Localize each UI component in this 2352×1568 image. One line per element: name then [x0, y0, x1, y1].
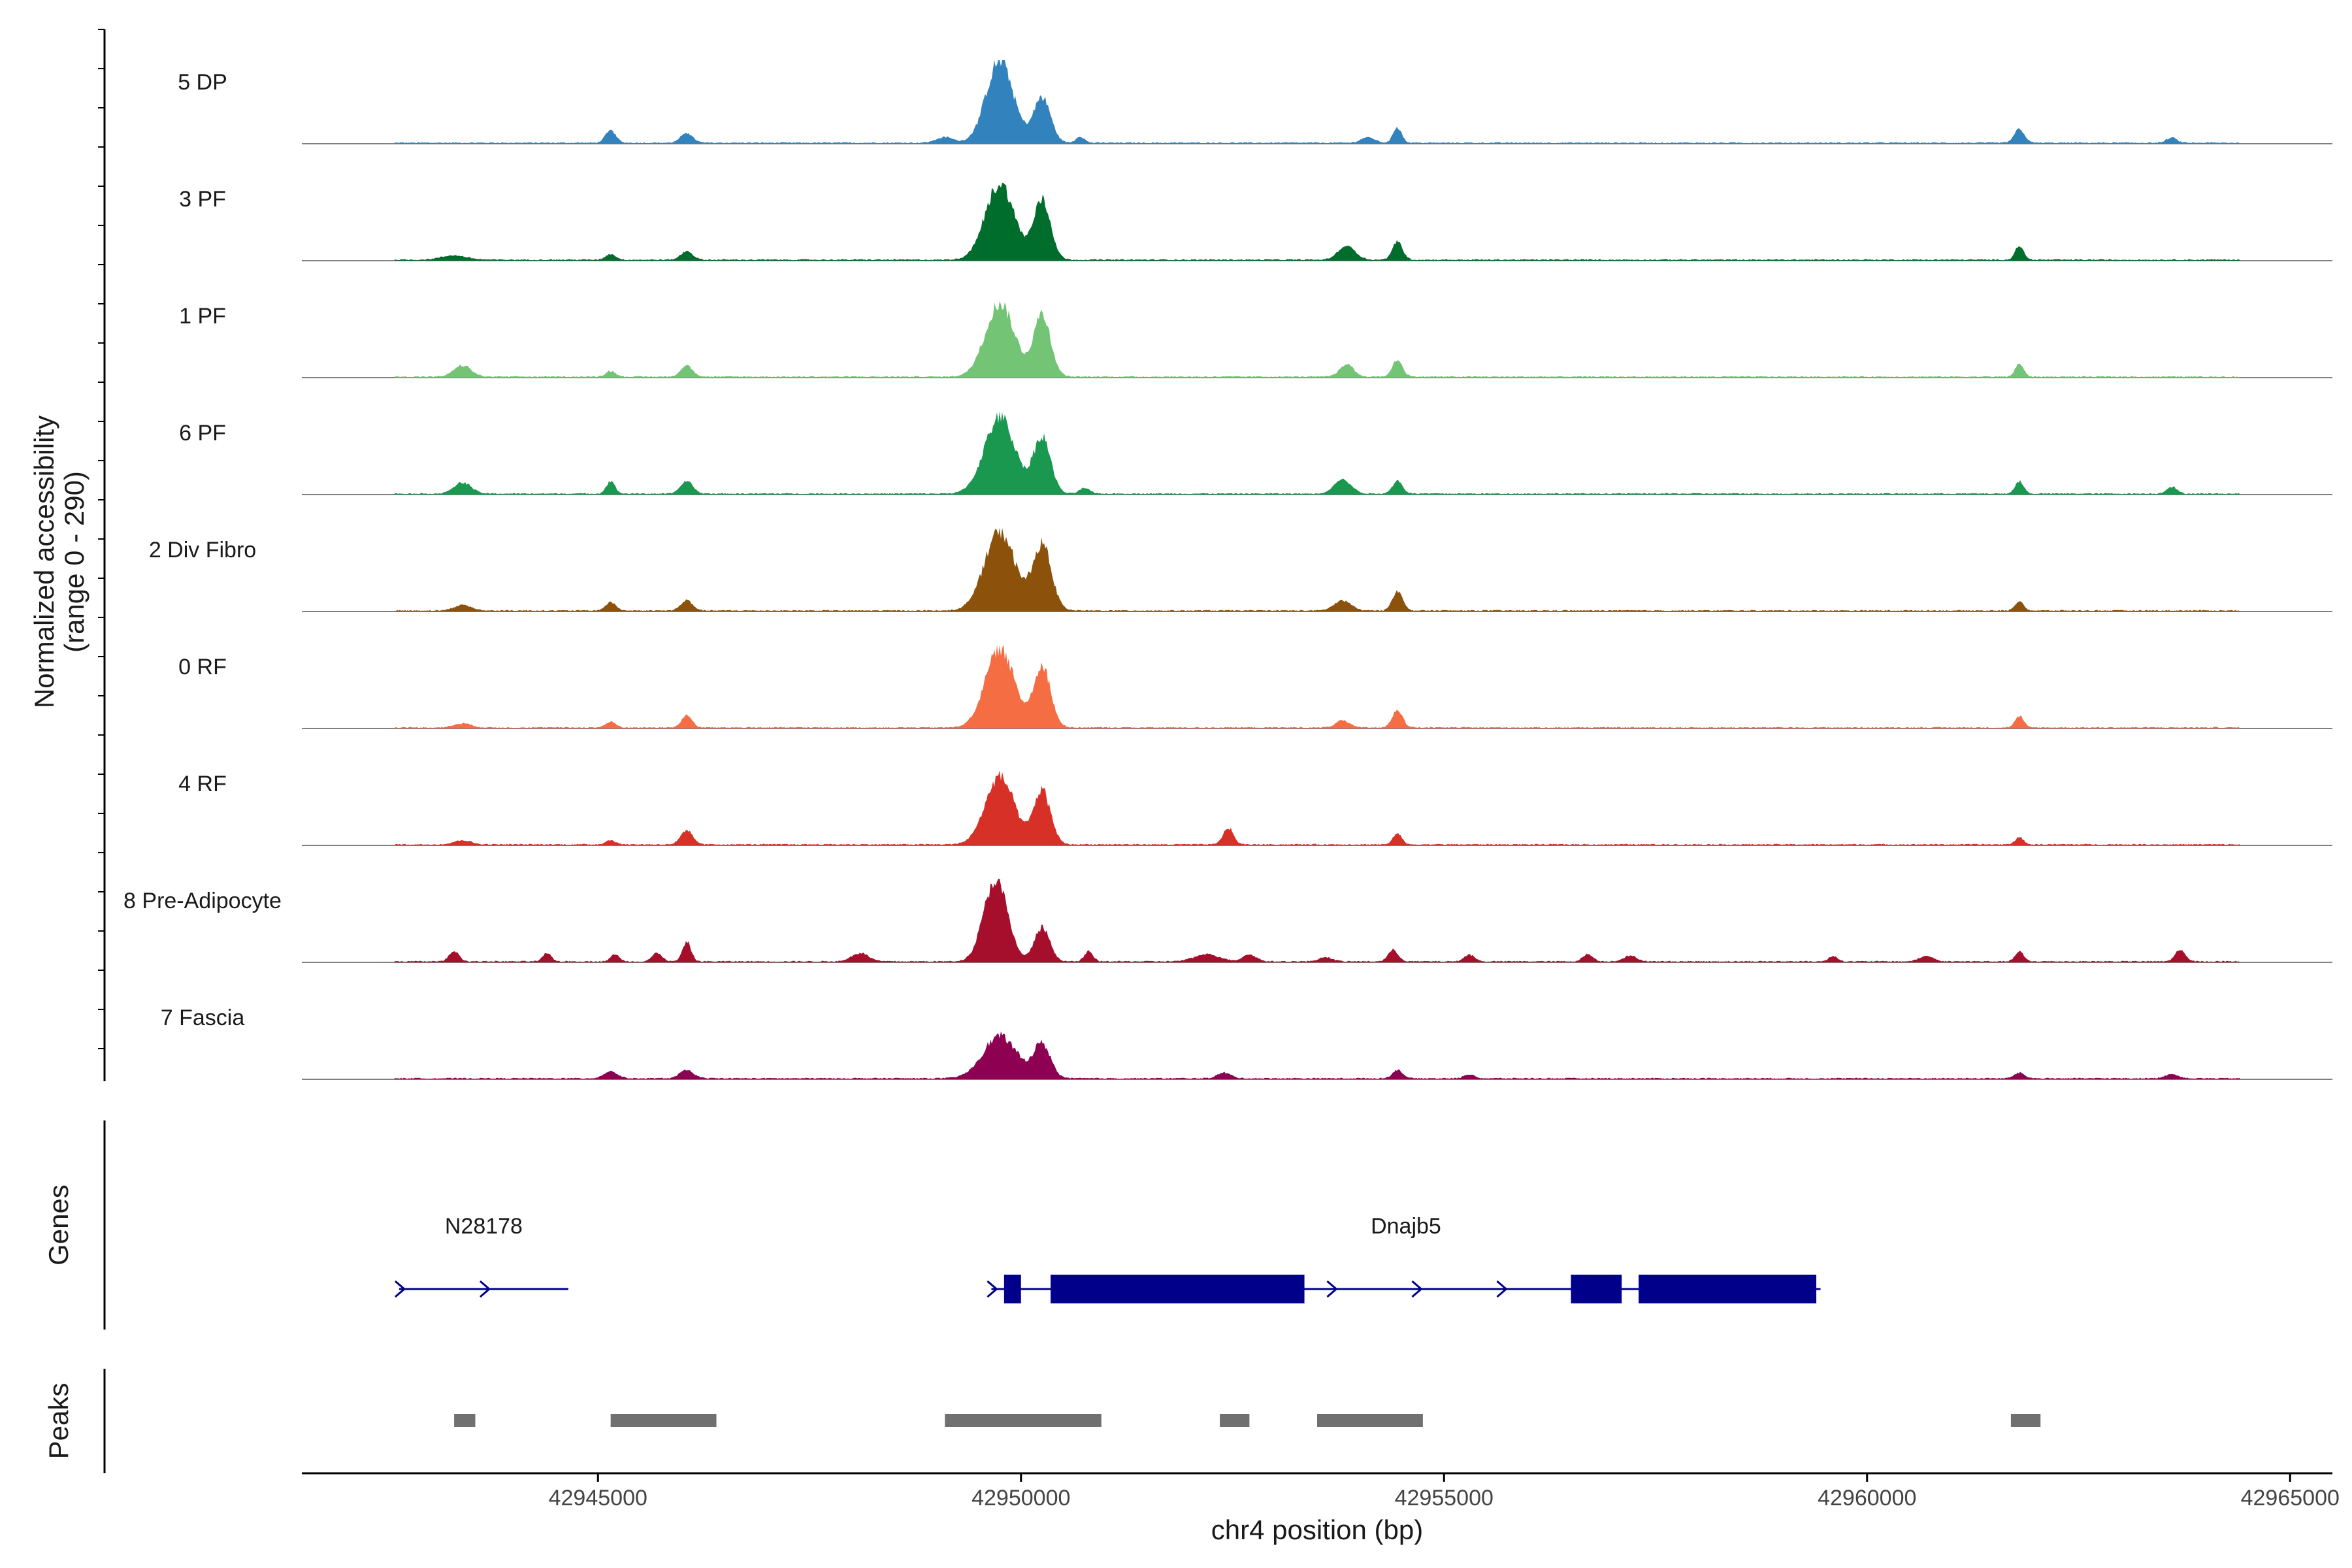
strand-arrow	[1411, 1280, 1423, 1298]
gene-annotations: N28178 Dnajb5	[394, 1214, 1821, 1303]
x-tick-label: 42965000	[2241, 1486, 2340, 1511]
track-label: 2 Div Fibro	[149, 538, 256, 563]
track-2-div-fibro: 2 Div Fibro	[149, 528, 2332, 612]
coverage-area	[395, 879, 2240, 962]
x-tick-label: 42945000	[549, 1486, 647, 1511]
x-tick-label: 42955000	[1395, 1486, 1494, 1511]
coverage-tracks: 5 DP 3 PF 1 PF 6 PF 2 Div Fibro 0 RF 4 RF 8 Pre…	[123, 60, 2332, 1080]
track-label: 0 RF	[178, 655, 227, 679]
track-label: 3 PF	[179, 187, 226, 212]
peak-region	[945, 1414, 1102, 1427]
coverage-area	[395, 1031, 2240, 1079]
coverage-area	[395, 182, 2240, 261]
coverage-area	[395, 60, 2240, 144]
gene-n28178: N28178	[394, 1214, 568, 1298]
exon	[1571, 1275, 1622, 1303]
exon	[1639, 1275, 1817, 1303]
gene-label: N28178	[445, 1214, 523, 1239]
x-tick-label: 42960000	[1818, 1486, 1916, 1511]
track-1-pf: 1 PF	[179, 301, 2332, 378]
peak-region	[1220, 1414, 1250, 1427]
coverage-area	[395, 770, 2240, 845]
y-axis-title-line1: Normalized accessibility	[29, 416, 59, 708]
peak-region	[2010, 1414, 2041, 1427]
coverage-area	[395, 301, 2240, 378]
track-8-pre-adipocyte: 8 Pre-Adipocyte	[123, 879, 2332, 963]
coverage-y-axis	[98, 29, 106, 1081]
coverage-area	[395, 411, 2240, 495]
track-label: 8 Pre-Adipocyte	[123, 889, 282, 913]
y-axis-title-line2: (range 0 - 290)	[59, 471, 90, 653]
track-label: 4 RF	[178, 772, 227, 796]
track-0-rf: 0 RF	[178, 645, 2332, 729]
coverage-area	[395, 645, 2240, 728]
peak-region	[454, 1414, 476, 1427]
strand-arrow	[1496, 1280, 1508, 1298]
gene-dnajb5: Dnajb5	[987, 1214, 1821, 1303]
strand-arrow	[987, 1280, 998, 1298]
coverage-area	[395, 528, 2240, 612]
track-3-pf: 3 PF	[179, 182, 2332, 261]
genes-title: Genes	[43, 1184, 74, 1266]
x-tick-label: 42950000	[972, 1486, 1070, 1511]
strand-arrow	[394, 1280, 406, 1298]
track-6-pf: 6 PF	[179, 411, 2332, 495]
track-5-dp: 5 DP	[178, 60, 2332, 144]
track-label: 7 Fascia	[161, 1005, 245, 1030]
track-label: 6 PF	[179, 421, 226, 446]
peak-region	[610, 1414, 717, 1427]
strand-arrow	[479, 1280, 491, 1298]
exon	[1004, 1275, 1021, 1303]
strand-arrow	[1326, 1280, 1338, 1298]
gene-label: Dnajb5	[1371, 1214, 1441, 1239]
track-label: 1 PF	[179, 304, 226, 329]
peaks-title: Peaks	[43, 1383, 74, 1460]
track-4-rf: 4 RF	[178, 770, 2332, 846]
x-axis-ticks: 42945000 42950000 42955000 42960000 42965000	[549, 1473, 2340, 1511]
track-label: 5 DP	[178, 70, 227, 95]
peak-region	[1317, 1414, 1423, 1427]
track-7-fascia: 7 Fascia	[161, 1005, 2332, 1080]
x-axis-title: chr4 position (bp)	[1211, 1514, 1424, 1545]
peak-regions	[454, 1414, 2041, 1427]
coverage-y-ticks	[98, 29, 105, 1049]
exon	[1051, 1275, 1305, 1303]
